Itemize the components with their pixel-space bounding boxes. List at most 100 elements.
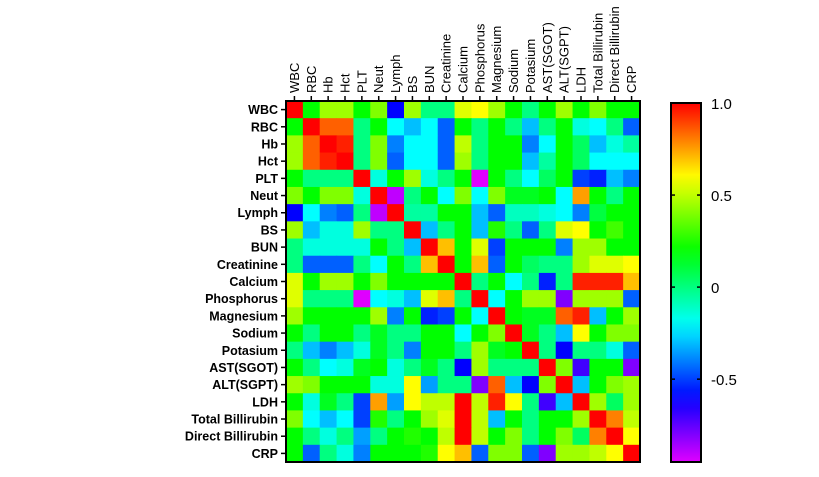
heatmap-cell (353, 427, 371, 446)
heatmap-cell (522, 290, 540, 308)
heatmap-cell (555, 290, 574, 308)
heatmap-cell (420, 101, 439, 119)
heatmap-cell (370, 255, 388, 274)
heatmap-cell (471, 358, 489, 377)
heatmap-cell (606, 152, 624, 171)
heatmap-cell (387, 393, 405, 411)
heatmap-cell (319, 376, 338, 394)
heatmap-cell (286, 444, 304, 463)
heatmap-cell (319, 444, 338, 463)
heatmap-cell (488, 290, 506, 308)
heatmap-cell (420, 358, 439, 377)
heatmap-cell (555, 427, 574, 446)
heatmap-cell (623, 186, 641, 205)
heatmap-cell (454, 204, 472, 222)
heatmap-cell (538, 152, 557, 171)
heatmap-cell (471, 410, 489, 429)
column-label: AST(SGOT) (540, 22, 555, 93)
heatmap-cell (538, 238, 557, 257)
column-label: Hct (338, 73, 353, 93)
heatmap-cell (522, 427, 540, 446)
heatmap-cell (404, 135, 422, 154)
row-label: Sodium (232, 327, 278, 341)
heatmap-cell (437, 152, 456, 171)
row-label: Potasium (222, 344, 278, 358)
heatmap-cell (370, 393, 388, 411)
heatmap-cell (387, 238, 405, 257)
heatmap-cell (471, 272, 489, 291)
heatmap-cell (471, 204, 489, 222)
heatmap-cell (387, 341, 405, 360)
heatmap-cell (404, 186, 422, 205)
heatmap-cell (387, 204, 405, 222)
heatmap-cell (522, 221, 540, 240)
heatmap-cell (572, 393, 590, 411)
heatmap-cell (572, 152, 590, 171)
heatmap-cell (387, 324, 405, 343)
heatmap-cell (353, 376, 371, 394)
heatmap-cell (370, 272, 388, 291)
heatmap-cell (589, 358, 607, 377)
heatmap-cell (606, 221, 624, 240)
heatmap-cell (522, 393, 540, 411)
heatmap-cell (505, 444, 523, 463)
heatmap-cell (437, 307, 456, 325)
heatmap-cell (353, 221, 371, 240)
heatmap-cell (572, 101, 590, 119)
row-label: Lymph (237, 206, 278, 220)
heatmap-cell (370, 376, 388, 394)
heatmap-cell (437, 358, 456, 377)
heatmap-cell (606, 290, 624, 308)
heatmap-cell (302, 169, 321, 188)
heatmap-cell (353, 341, 371, 360)
heatmap-cell (336, 186, 354, 205)
heatmap-cell (538, 427, 557, 446)
heatmap-cell (336, 358, 354, 377)
heatmap-cell (505, 393, 523, 411)
heatmap-cell (353, 152, 371, 171)
heatmap-cell (437, 341, 456, 360)
heatmap-cell (454, 393, 472, 411)
heatmap-cell (420, 238, 439, 257)
heatmap-cell (555, 307, 574, 325)
heatmap-cell (606, 444, 624, 463)
row-label: LDH (252, 395, 278, 409)
colorbar-tick-label: -0.5 (711, 372, 737, 389)
heatmap-cell (522, 204, 540, 222)
column-label: BS (405, 75, 420, 93)
heatmap-cell (572, 324, 590, 343)
heatmap-cell (589, 135, 607, 154)
heatmap-cell (522, 186, 540, 205)
heatmap-cell (353, 358, 371, 377)
heatmap-cell (505, 186, 523, 205)
heatmap-cell (505, 341, 523, 360)
heatmap-cell (336, 307, 354, 325)
heatmap-cell (420, 376, 439, 394)
heatmap-cell (538, 272, 557, 291)
heatmap-cell (319, 221, 338, 240)
heatmap-cell (505, 272, 523, 291)
heatmap-cell (488, 238, 506, 257)
heatmap-cell (555, 238, 574, 257)
heatmap-cell (286, 238, 304, 257)
heatmap-cell (336, 204, 354, 222)
heatmap-cell (286, 272, 304, 291)
heatmap-cell (286, 118, 304, 136)
heatmap-cell (302, 186, 321, 205)
heatmap-cell (471, 427, 489, 446)
heatmap-cell (336, 410, 354, 429)
heatmap-cell (606, 358, 624, 377)
heatmap-cell (606, 101, 624, 119)
heatmap-cell (555, 410, 574, 429)
heatmap-cell (370, 307, 388, 325)
heatmap-cell (387, 444, 405, 463)
heatmap-cell (286, 255, 304, 274)
heatmap-cell (538, 255, 557, 274)
column-label: Phosphorus (472, 23, 487, 93)
heatmap-cell (404, 410, 422, 429)
heatmap-cell (454, 358, 472, 377)
heatmap-cell (606, 186, 624, 205)
heatmap-cell (488, 272, 506, 291)
heatmap-cell (522, 307, 540, 325)
heatmap-cell (336, 152, 354, 171)
